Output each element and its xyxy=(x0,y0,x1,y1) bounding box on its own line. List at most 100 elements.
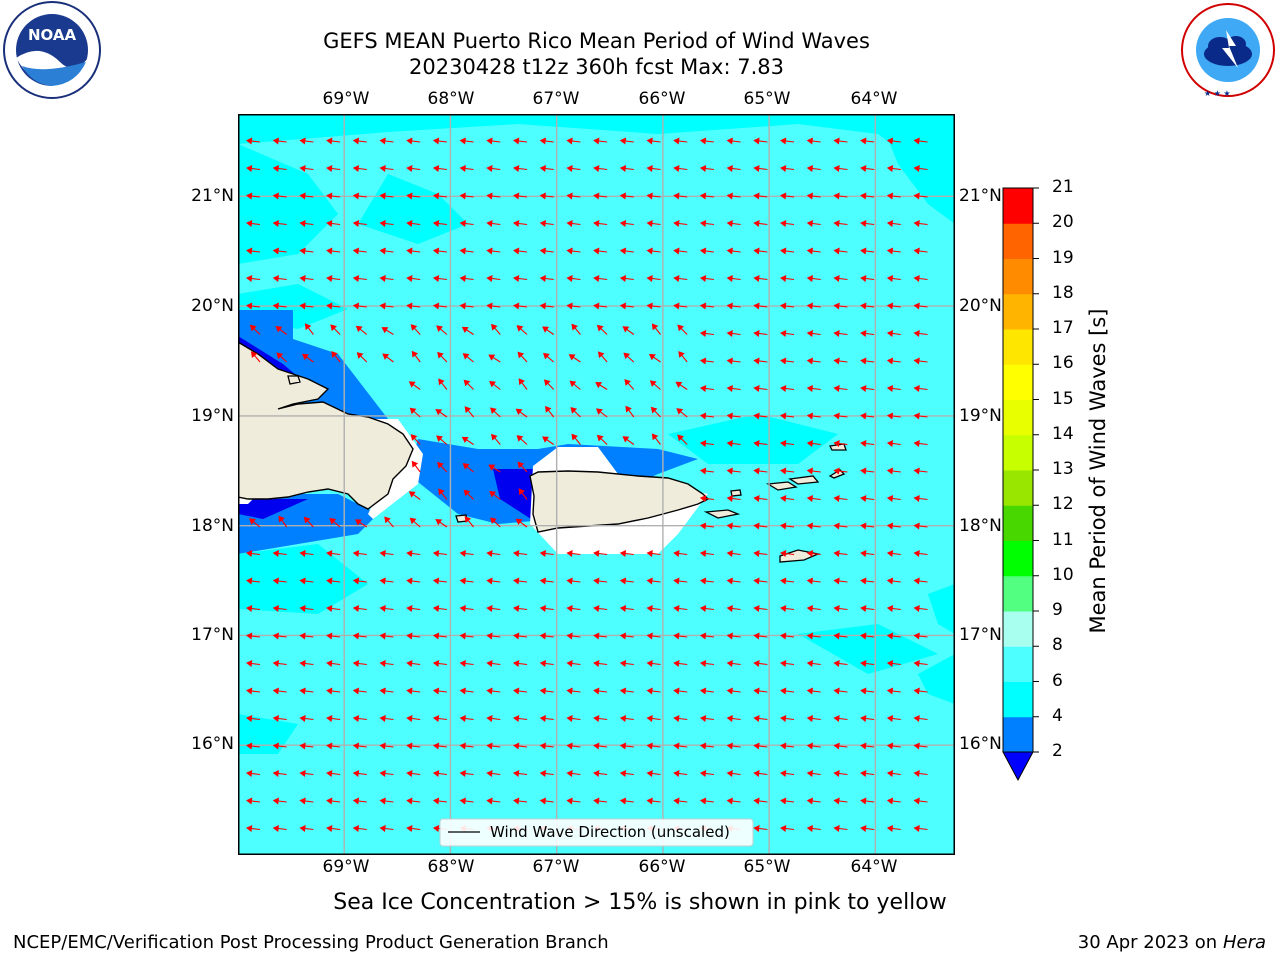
wind-wave-arrowhead xyxy=(379,192,386,200)
wind-wave-arrowhead xyxy=(246,219,253,228)
wind-wave-arrowhead xyxy=(673,192,680,200)
wind-wave-arrowhead xyxy=(726,329,733,338)
wind-wave-arrowhead xyxy=(726,384,733,393)
wind-wave-arrowhead xyxy=(673,577,680,585)
wind-wave-arrowhead xyxy=(833,714,840,723)
wind-wave-arrowhead xyxy=(806,687,814,695)
wind-wave-arrowhead xyxy=(593,274,600,283)
wind-wave-arrowhead xyxy=(913,467,920,475)
colorbar-tick: 6 xyxy=(1052,670,1063,691)
wind-wave-arrowhead xyxy=(833,742,840,750)
wind-wave-arrowhead xyxy=(860,192,867,200)
wind-wave-arrowhead xyxy=(379,274,386,283)
lon-tick-top: 65°W xyxy=(743,89,791,109)
wind-wave-arrowhead xyxy=(566,604,573,613)
wind-wave-arrowhead xyxy=(886,577,894,585)
wind-wave-arrowhead xyxy=(379,247,386,255)
wind-wave-arrowhead xyxy=(272,247,280,255)
wind-wave-arrowhead xyxy=(352,797,360,805)
wind-wave-arrowhead xyxy=(886,439,894,448)
wind-wave-arrowhead xyxy=(699,742,707,750)
wind-wave-arrowhead xyxy=(619,219,627,228)
wind-wave-arrowhead xyxy=(753,824,760,833)
wind-wave-arrowhead xyxy=(593,714,600,723)
wind-wave-arrowhead xyxy=(913,824,920,833)
wind-wave-arrowhead xyxy=(913,797,920,805)
wind-wave-arrowhead xyxy=(299,714,306,723)
wind-wave-arrowhead xyxy=(539,549,547,558)
wind-wave-arrowhead xyxy=(406,632,413,640)
wind-wave-arrowhead xyxy=(860,274,867,283)
wind-wave-arrowhead xyxy=(379,219,386,228)
wind-wave-arrowhead xyxy=(246,192,253,200)
wind-wave-arrowhead xyxy=(409,517,417,525)
wind-wave-arrowhead xyxy=(646,274,653,283)
wind-wave-arrowhead xyxy=(246,632,253,640)
hispaniola-land xyxy=(238,341,414,510)
wind-wave-arrowhead xyxy=(272,302,280,310)
wind-wave-arrowhead xyxy=(486,769,493,778)
wind-wave-arrowhead xyxy=(833,357,840,365)
wind-wave-arrowhead xyxy=(619,632,627,640)
colorbar-segment xyxy=(1003,681,1033,718)
wind-wave-arrowhead xyxy=(459,797,466,805)
wind-wave-arrowhead xyxy=(860,797,867,805)
wind-wave-arrowhead xyxy=(352,824,360,833)
wind-wave-arrowhead xyxy=(299,192,306,200)
wind-wave-arrowhead xyxy=(459,577,466,585)
wind-wave-arrowhead xyxy=(543,379,551,387)
wind-wave-arrowhead xyxy=(459,659,466,668)
wind-wave-arrowhead xyxy=(913,192,920,200)
wind-wave-arrowhead xyxy=(780,247,787,255)
wind-wave-arrowhead xyxy=(539,742,547,750)
wind-wave-arrowhead xyxy=(406,274,413,283)
wind-wave-arrowhead xyxy=(326,714,333,723)
wind-wave-arrowhead xyxy=(299,632,306,640)
wind-wave-arrowhead xyxy=(299,604,306,613)
wind-wave-arrowhead xyxy=(806,577,814,585)
wind-wave-arrowhead xyxy=(272,274,280,283)
wind-wave-arrowhead xyxy=(675,381,683,388)
wind-wave-arrowhead xyxy=(673,604,680,613)
wind-wave-arrowhead xyxy=(406,687,413,695)
wind-wave-arrowhead xyxy=(780,549,787,558)
wind-wave-arrowhead xyxy=(673,742,680,750)
colorbar-tick: 14 xyxy=(1052,423,1074,444)
wind-wave-arrowhead xyxy=(488,354,496,361)
wind-wave-arrowhead xyxy=(833,274,840,283)
wind-wave-arrowhead xyxy=(571,433,578,441)
wind-wave-arrowhead xyxy=(860,439,867,448)
wind-wave-arrowhead xyxy=(619,274,627,283)
wind-wave-arrowhead xyxy=(406,797,413,805)
wind-wave-arrowhead xyxy=(649,380,657,387)
wind-wave-arrowhead xyxy=(438,488,445,496)
wind-wave-arrowhead xyxy=(677,324,684,332)
wind-wave-arrowhead xyxy=(753,522,760,530)
colorbar-segment xyxy=(1003,716,1033,753)
wind-wave-arrowhead xyxy=(409,407,417,415)
wind-wave-arrowhead xyxy=(593,687,600,695)
wind-wave-arrowhead xyxy=(619,137,627,145)
wind-wave-arrowhead xyxy=(833,769,840,778)
wind-wave-arrowhead xyxy=(406,577,413,585)
wind-wave-arrowhead xyxy=(753,412,760,420)
wind-wave-arrowhead xyxy=(488,464,496,471)
wind-wave-arrowhead xyxy=(379,549,386,558)
wind-wave-arrowhead xyxy=(860,522,867,530)
wind-wave-arrowhead xyxy=(673,137,680,145)
colorbar-tick: 4 xyxy=(1052,705,1063,726)
wind-wave-arrowhead xyxy=(486,714,493,723)
wind-wave-arrowhead xyxy=(299,824,306,833)
colorbar-tick: 10 xyxy=(1052,564,1074,585)
wind-wave-arrowhead xyxy=(886,494,894,503)
wind-wave-arrowhead xyxy=(352,164,360,173)
lon-tick-bottom: 66°W xyxy=(638,857,686,877)
wind-wave-arrowhead xyxy=(566,549,573,558)
wind-wave-arrowhead xyxy=(408,491,416,498)
wind-wave-arrowhead xyxy=(566,302,573,310)
wind-wave-arrowhead xyxy=(379,659,386,668)
wind-wave-arrowhead xyxy=(569,380,577,388)
colorbar-segment xyxy=(1003,540,1033,577)
wind-wave-arrowhead xyxy=(623,352,631,360)
lon-tick-top: 64°W xyxy=(850,89,898,109)
